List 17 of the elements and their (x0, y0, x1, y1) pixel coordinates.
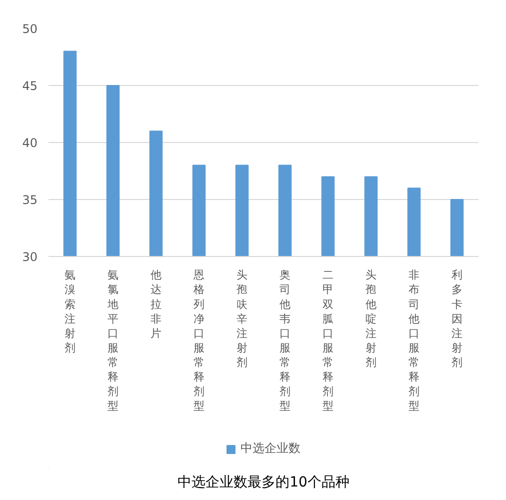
x-tick-label: 利多卡因注射剂 (452, 268, 462, 370)
x-tick-label: 他达拉非片 (150, 268, 162, 340)
category-label: 二甲双胍口服常释剂型 (322, 268, 334, 413)
y-tick-label: 30 (22, 250, 38, 264)
category-label: 非布司他口服常释剂型 (408, 268, 420, 413)
legend-label: 中选企业数 (240, 440, 300, 457)
category-label: 氨氯地平口服常释剂型 (108, 268, 118, 413)
x-tick-label: 头孢他啶注射剂 (366, 268, 376, 370)
text: 中选企业数最多的10个品种 (178, 474, 350, 490)
category-label: 奥司他韦口服常释剂型 (280, 268, 290, 413)
y-tick-label: 35 (22, 193, 38, 207)
category-label: 恩格列净口服常释剂型 (194, 268, 204, 413)
y-tick-label: 45 (22, 79, 38, 93)
x-tick-label: 头孢呋辛注射剂 (236, 268, 248, 370)
y-tick-label: 50 (22, 22, 38, 36)
y-tick-label: 40 (22, 136, 38, 150)
x-tick-label: 氨溴索注射剂 (64, 268, 76, 354)
